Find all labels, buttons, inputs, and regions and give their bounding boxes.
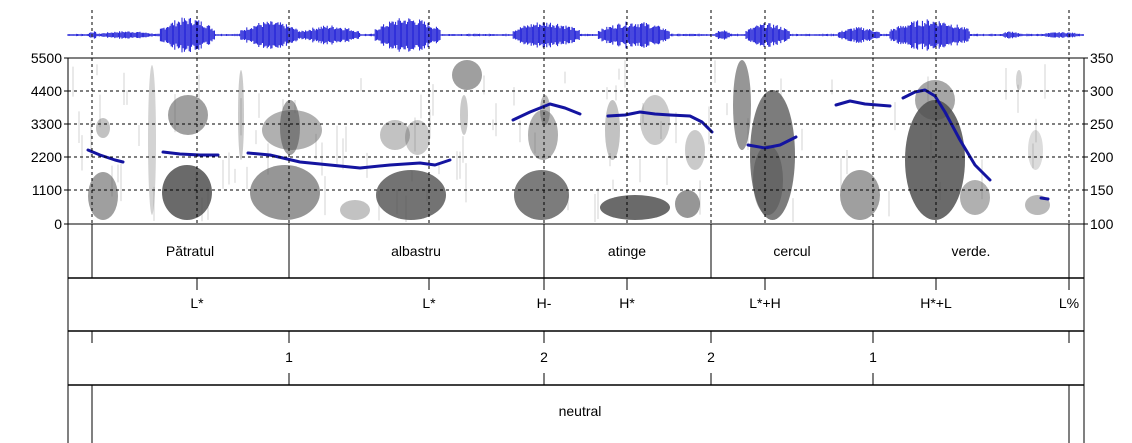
- break-label: 1: [285, 349, 293, 365]
- spectrogram-energy-blob: [376, 170, 446, 220]
- right-tick-250: 250: [1090, 116, 1114, 132]
- spectrogram-energy-blob: [640, 95, 670, 145]
- spectrogram-energy-blob: [238, 70, 244, 160]
- spectrogram-energy-blob: [1028, 130, 1043, 170]
- spectrogram-energy-blob: [540, 95, 550, 125]
- break-tier: 1 2 2 1: [91, 331, 1070, 385]
- break-label: 1: [869, 349, 877, 365]
- spectrogram-energy-blob: [405, 120, 430, 155]
- word-label: cercul: [773, 243, 810, 259]
- time-markers: [64, 10, 1088, 225]
- spectrogram-energy-blob: [605, 100, 620, 160]
- spectrogram-energy-blob: [250, 165, 320, 220]
- pitch-segment: [511, 102, 582, 122]
- word-tier: Pătratul albastru atinge cercul verde.: [91, 224, 1070, 278]
- pitch-segment: [1039, 196, 1050, 201]
- word-label: Pătratul: [166, 243, 214, 259]
- right-tick-150: 150: [1090, 182, 1114, 198]
- left-tick-5500: 5500: [31, 50, 62, 66]
- spectrogram-energy-blob: [753, 145, 783, 215]
- right-tick-300: 300: [1090, 83, 1114, 99]
- pitch-segment: [161, 150, 220, 157]
- spectrogram-energy-blob: [733, 60, 751, 150]
- spectrogram-energy-blob: [460, 95, 468, 135]
- spectrogram-energy-blob: [685, 130, 705, 170]
- phrase-label: neutral: [559, 403, 602, 419]
- word-label: albastru: [391, 243, 441, 259]
- break-label: 2: [540, 349, 548, 365]
- spectrogram-energy-blob: [840, 170, 880, 220]
- spectrogram-energy-blob: [148, 65, 156, 215]
- left-tick-0: 0: [54, 216, 62, 232]
- pitch-contour: [86, 88, 1050, 201]
- spectrogram-energy-blob: [514, 170, 569, 220]
- annotation-tiers: Pătratul albastru atinge cercul verde. L…: [67, 224, 1085, 443]
- spectrogram-energy-blob: [960, 180, 990, 215]
- left-tick-1100: 1100: [32, 182, 62, 198]
- tone-label: L*+H: [749, 295, 781, 311]
- tone-label: H*: [619, 295, 635, 311]
- tone-tier: L* L* H- H* L*+H H*+L L%: [190, 278, 1079, 311]
- spectrogram-energy-blob: [452, 60, 482, 90]
- left-tick-3300: 3300: [31, 116, 62, 132]
- right-tick-200: 200: [1090, 149, 1114, 165]
- pitch-segment: [86, 148, 125, 164]
- left-tick-2200: 2200: [31, 149, 62, 165]
- spectrogram-energy-blob: [600, 195, 670, 220]
- spectrogram-energy-blob: [168, 95, 208, 135]
- phrase-tier: neutral: [91, 385, 1070, 443]
- spectrogram-energy-blob: [96, 118, 110, 138]
- spectrogram-energy-blob: [528, 110, 558, 160]
- spectrogram-energy-blob: [915, 80, 955, 120]
- spectrogram-energy-blob: [380, 120, 410, 150]
- word-label: verde.: [952, 243, 991, 259]
- pitch-segment: [834, 99, 892, 108]
- spectrogram-energy-blob: [340, 200, 370, 220]
- right-axis: 350 300 250 200 150 100: [1090, 50, 1114, 232]
- spectrogram-energy-blob: [1016, 70, 1022, 90]
- spectrogram: [72, 60, 1050, 222]
- waveform-trace: [67, 17, 1084, 53]
- waveform: [67, 17, 1084, 53]
- spectrogram-energy-blob: [280, 100, 300, 155]
- spectrogram-frame: [67, 57, 1085, 225]
- word-label: atinge: [608, 243, 646, 259]
- tone-label: L*: [422, 295, 436, 311]
- pitch-segment: [901, 88, 992, 182]
- left-tick-4400: 4400: [31, 83, 62, 99]
- spectrogram-energy-blob: [88, 172, 118, 220]
- pitch-segment: [746, 135, 798, 150]
- left-axis: 5500 4400 3300 2200 1100 0: [31, 50, 62, 232]
- spectrogram-energy-blob: [1025, 195, 1050, 215]
- spectrogram-energy-blob: [162, 165, 212, 220]
- right-tick-350: 350: [1090, 50, 1114, 66]
- spectrogram-energy-blob: [675, 190, 700, 218]
- tone-label: L*: [190, 295, 204, 311]
- tone-label: H*+L: [920, 295, 952, 311]
- tone-label: L%: [1059, 295, 1079, 311]
- break-label: 2: [707, 349, 715, 365]
- tone-label: H-: [537, 295, 552, 311]
- right-tick-100: 100: [1090, 216, 1114, 232]
